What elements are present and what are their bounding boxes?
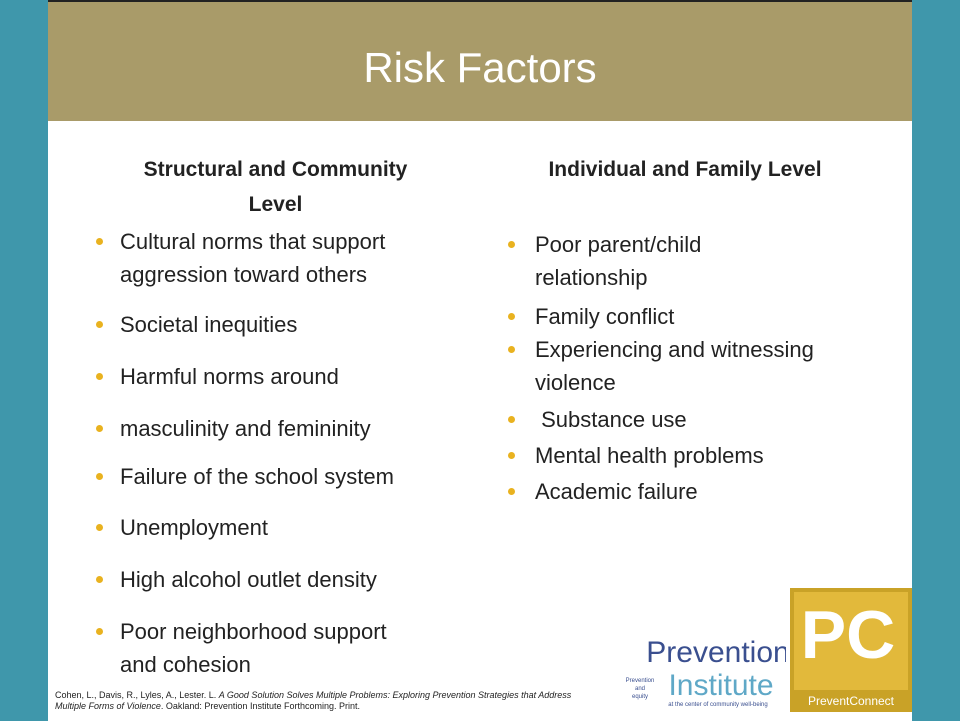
logo-text: Prevention [646, 636, 786, 669]
logo-mark: PC [801, 597, 895, 673]
citation-authors: Cohen, L., Davis, R., Lyles, A., Lester.… [55, 690, 219, 700]
logo-tag: and [635, 686, 645, 692]
logo-inner [794, 592, 908, 690]
bullet-text: Poor neighborhood support [120, 619, 387, 644]
bullet-text: violence [535, 370, 616, 395]
bullet-text: Family conflict [535, 304, 675, 329]
citation-publisher: . Oakland: Prevention Institute Forthcom… [160, 701, 360, 711]
bullet [96, 425, 103, 432]
slide-title: Risk Factors [363, 44, 597, 91]
bullet-text: Experiencing and witnessing [535, 337, 814, 362]
logo-tag: equity [632, 694, 648, 700]
bullet-text: Cultural norms that support [120, 229, 386, 254]
bullet-text: Unemployment [120, 515, 268, 540]
bullet-text: Harmful norms around [120, 364, 339, 389]
bullet-text: masculinity and femininity [120, 416, 371, 441]
bullet-text: High alcohol outlet density [120, 567, 377, 592]
bullet [508, 452, 515, 459]
bullet [96, 628, 103, 635]
logo-name: PreventConnect [808, 694, 895, 708]
bullet [96, 524, 103, 531]
bullet-text: Academic failure [535, 479, 698, 504]
bullet-text: Failure of the school system [120, 464, 394, 489]
citation-work: A Good Solution Solves Multiple Problems… [55, 690, 572, 711]
slide: Risk Factors Cohen, L., Davis, R., Lyles… [48, 0, 912, 721]
bullet [96, 576, 103, 583]
logo-tag: at the center of community well-being [668, 702, 767, 708]
bullet [96, 321, 103, 328]
bullet [508, 416, 515, 423]
prevention-institute-logo: Prevention Institute Prevention and equi… [626, 636, 786, 708]
bullet-text: Societal inequities [120, 312, 298, 337]
bullet [508, 313, 515, 320]
bullet [508, 488, 515, 495]
column-heading: Structural and Community [143, 158, 408, 181]
bullet [508, 346, 515, 353]
bullet-text: Mental health problems [535, 443, 764, 468]
citation: Cohen, L., Davis, R., Lyles, A., Lester.… [55, 690, 595, 712]
bullet [96, 473, 103, 480]
bullet-text: Poor parent/child [535, 232, 702, 257]
bullet [96, 373, 103, 380]
logo-tag: Prevention [626, 678, 655, 684]
bullet-text: Substance use [535, 407, 687, 432]
logo-text: Institute [668, 669, 773, 702]
column-heading: Individual and Family Level [548, 158, 822, 181]
title-band: Risk Factors [48, 0, 912, 121]
bullet-text: relationship [535, 265, 648, 290]
bullet [96, 238, 103, 245]
bullet [508, 241, 515, 248]
bullet-text: and cohesion [120, 652, 251, 677]
preventconnect-logo: PC PreventConnect [790, 588, 912, 712]
bullet-text: aggression toward others [120, 262, 368, 287]
column-heading: Level [248, 193, 303, 216]
